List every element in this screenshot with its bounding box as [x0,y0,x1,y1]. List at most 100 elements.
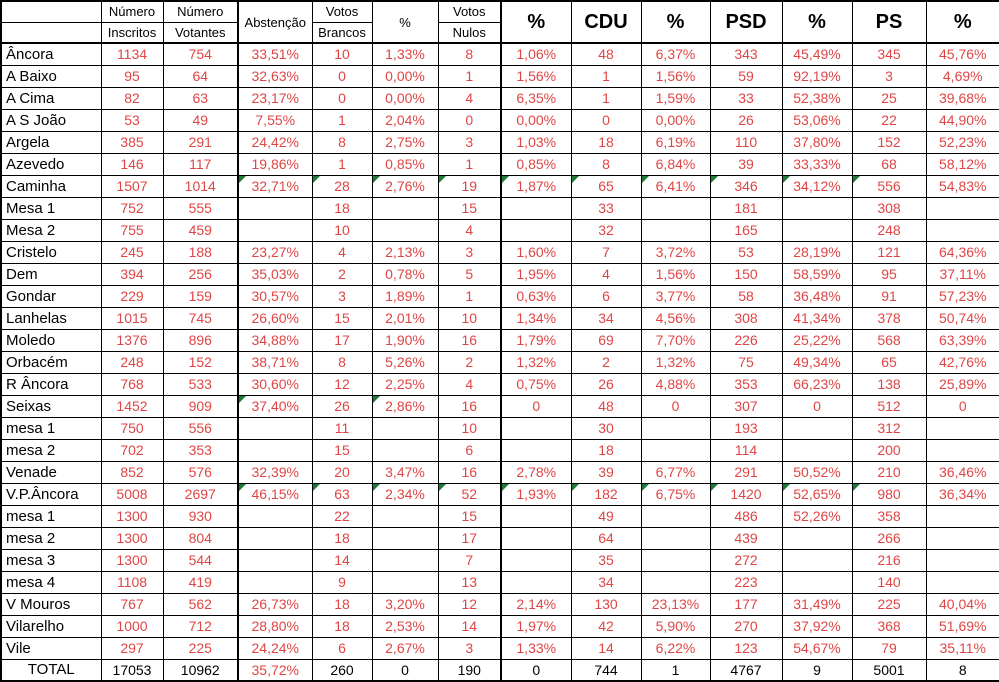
table-cell-ps[interactable]: 152 [851,130,927,154]
table-cell-votos-brancos[interactable]: 15 [311,438,373,462]
header-psd[interactable]: PSD [709,0,783,44]
table-cell-pct-ps[interactable]: 57,23% [925,284,999,308]
table-cell-psd[interactable]: 353 [709,372,783,396]
table-cell-pct-psd[interactable]: 9 [781,658,853,682]
table-cell-psd[interactable]: 177 [709,592,783,616]
table-cell-votos-nulos[interactable]: 7 [437,548,502,572]
table-cell-votos-brancos[interactable]: 26 [311,394,373,418]
table-cell-pct-ps[interactable] [925,548,999,572]
table-cell-numero-votantes[interactable]: 1014 [162,174,239,198]
table-cell-cdu[interactable]: 48 [570,394,642,418]
table-cell-pct-ps[interactable] [925,218,999,242]
table-cell-pct-ps[interactable]: 54,83% [925,174,999,198]
table-cell-psd[interactable]: 59 [709,64,783,88]
table-cell-numero-votantes[interactable]: 63 [162,86,239,110]
table-cell-pct-psd[interactable]: 41,34% [781,306,853,330]
table-cell-votos-nulos[interactable]: 10 [437,416,502,440]
table-cell-psd[interactable]: 272 [709,548,783,572]
table-cell-votos-brancos[interactable]: 10 [311,42,373,66]
table-cell-psd[interactable]: 193 [709,416,783,440]
table-cell-votos-nulos[interactable]: 12 [437,592,502,616]
table-cell-votos-nulos[interactable]: 190 [437,658,502,682]
table-cell-ps[interactable]: 210 [851,460,927,484]
table-cell-abstencao[interactable]: 30,60% [237,372,313,396]
table-cell-pct-ps[interactable]: 50,74% [925,306,999,330]
table-cell-pct-cdu[interactable]: 6,77% [640,460,711,484]
row-label[interactable]: Venade [0,460,102,484]
table-cell-votos-nulos[interactable]: 8 [437,42,502,66]
table-cell-votos-brancos[interactable]: 17 [311,328,373,352]
table-cell-pct-brancos[interactable]: 1,90% [371,328,439,352]
table-cell-pct-psd[interactable]: 0 [781,394,853,418]
table-cell-pct-cdu[interactable] [640,416,711,440]
table-cell-numero-votantes[interactable]: 188 [162,240,239,264]
table-cell-numero-votantes[interactable]: 459 [162,218,239,242]
table-cell-ps[interactable]: 79 [851,636,927,660]
table-cell-pct-nulos[interactable]: 1,93% [500,482,572,506]
table-cell-pct-brancos[interactable]: 0,78% [371,262,439,286]
row-label[interactable]: Âncora [0,42,102,66]
table-cell-votos-brancos[interactable]: 15 [311,306,373,330]
table-cell-cdu[interactable]: 182 [570,482,642,506]
table-cell-abstencao[interactable]: 32,63% [237,64,313,88]
table-cell-pct-cdu[interactable]: 6,37% [640,42,711,66]
table-cell-pct-brancos[interactable]: 1,89% [371,284,439,308]
table-cell-pct-ps[interactable]: 0 [925,394,999,418]
header-numero-votantes-line2[interactable]: Votantes [162,21,239,44]
row-label[interactable]: Caminha [0,174,102,198]
table-cell-pct-nulos[interactable]: 0,00% [500,108,572,132]
header-votos-nulos-line2[interactable]: Nulos [437,21,502,44]
table-cell-pct-ps[interactable]: 45,76% [925,42,999,66]
table-cell-votos-nulos[interactable]: 0 [437,108,502,132]
table-cell-ps[interactable]: 3 [851,64,927,88]
table-cell-ps[interactable]: 358 [851,504,927,528]
table-cell-pct-psd[interactable]: 34,12% [781,174,853,198]
table-cell-pct-nulos[interactable]: 0 [500,658,572,682]
table-cell-psd[interactable]: 26 [709,108,783,132]
table-cell-votos-nulos[interactable]: 3 [437,636,502,660]
row-label[interactable]: Vile [0,636,102,660]
table-cell-votos-brancos[interactable]: 18 [311,196,373,220]
header-pct-brancos[interactable]: % [371,0,439,44]
table-cell-ps[interactable]: 308 [851,196,927,220]
table-cell-psd[interactable]: 226 [709,328,783,352]
table-cell-cdu[interactable]: 64 [570,526,642,550]
table-cell-cdu[interactable]: 34 [570,306,642,330]
table-cell-pct-psd[interactable] [781,526,853,550]
table-cell-pct-psd[interactable]: 33,33% [781,152,853,176]
table-cell-numero-votantes[interactable]: 353 [162,438,239,462]
table-cell-numero-inscritos[interactable]: 229 [100,284,164,308]
table-cell-ps[interactable]: 65 [851,350,927,374]
table-cell-cdu[interactable]: 4 [570,262,642,286]
table-cell-votos-brancos[interactable]: 12 [311,372,373,396]
table-cell-ps[interactable]: 980 [851,482,927,506]
table-cell-votos-brancos[interactable]: 0 [311,86,373,110]
table-cell-pct-psd[interactable]: 45,49% [781,42,853,66]
table-cell-psd[interactable]: 39 [709,152,783,176]
table-cell-cdu[interactable]: 130 [570,592,642,616]
table-cell-pct-psd[interactable]: 36,48% [781,284,853,308]
table-cell-numero-votantes[interactable]: 2697 [162,482,239,506]
table-cell-ps[interactable]: 568 [851,328,927,352]
table-cell-votos-brancos[interactable]: 4 [311,240,373,264]
table-cell-numero-votantes[interactable]: 64 [162,64,239,88]
table-cell-abstencao[interactable]: 23,17% [237,86,313,110]
table-cell-pct-ps[interactable] [925,504,999,528]
table-cell-cdu[interactable]: 48 [570,42,642,66]
table-cell-votos-brancos[interactable]: 10 [311,218,373,242]
table-cell-abstencao[interactable] [237,526,313,550]
table-cell-pct-brancos[interactable]: 0,00% [371,86,439,110]
table-cell-votos-nulos[interactable]: 1 [437,152,502,176]
table-cell-pct-psd[interactable]: 25,22% [781,328,853,352]
table-cell-cdu[interactable]: 1 [570,86,642,110]
table-cell-numero-votantes[interactable]: 225 [162,636,239,660]
table-cell-pct-brancos[interactable]: 5,26% [371,350,439,374]
table-cell-pct-nulos[interactable]: 0,75% [500,372,572,396]
table-cell-pct-brancos[interactable]: 2,76% [371,174,439,198]
table-cell-pct-nulos[interactable]: 1,95% [500,262,572,286]
table-cell-pct-nulos[interactable]: 1,34% [500,306,572,330]
table-cell-abstencao[interactable]: 34,88% [237,328,313,352]
table-cell-numero-votantes[interactable]: 256 [162,262,239,286]
table-cell-psd[interactable]: 53 [709,240,783,264]
table-cell-pct-cdu[interactable]: 0 [640,394,711,418]
